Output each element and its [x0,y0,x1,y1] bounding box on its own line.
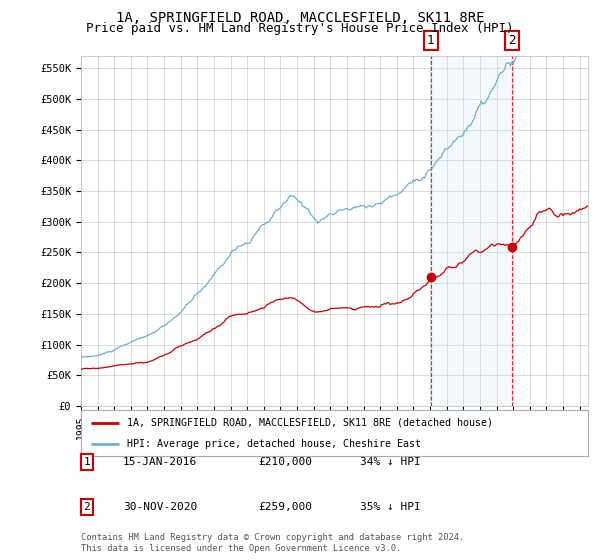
Bar [431,56,512,406]
Text: 15-JAN-2016: 15-JAN-2016 [123,457,197,467]
Text: 34% ↓ HPI: 34% ↓ HPI [360,457,421,467]
Text: 1: 1 [427,34,434,46]
Text: 1: 1 [83,457,91,467]
Text: £210,000: £210,000 [258,457,312,467]
Text: Price paid vs. HM Land Registry's House Price Index (HPI): Price paid vs. HM Land Registry's House … [86,22,514,35]
Text: 2: 2 [83,502,91,512]
Text: Contains HM Land Registry data © Crown copyright and database right 2024.
This d: Contains HM Land Registry data © Crown c… [81,533,464,553]
Text: £259,000: £259,000 [258,502,312,512]
Text: 30-NOV-2020: 30-NOV-2020 [123,502,197,512]
Text: 35% ↓ HPI: 35% ↓ HPI [360,502,421,512]
Text: 1A, SPRINGFIELD ROAD, MACCLESFIELD, SK11 8RE: 1A, SPRINGFIELD ROAD, MACCLESFIELD, SK11… [116,11,484,25]
Text: 1A, SPRINGFIELD ROAD, MACCLESFIELD, SK11 8RE (detached house): 1A, SPRINGFIELD ROAD, MACCLESFIELD, SK11… [127,418,493,428]
Text: 2: 2 [508,34,515,46]
Text: HPI: Average price, detached house, Cheshire East: HPI: Average price, detached house, Ches… [127,439,421,449]
